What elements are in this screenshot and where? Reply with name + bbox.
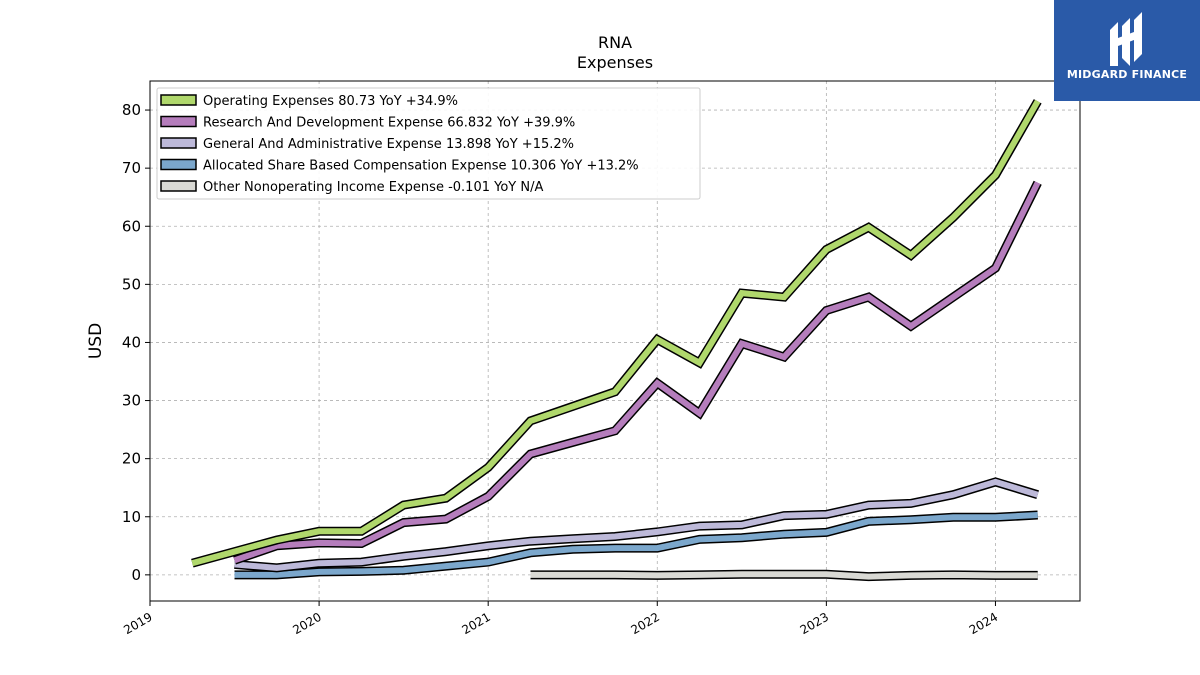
y-axis-label: USD (86, 323, 106, 359)
series-line (234, 478, 1039, 571)
series-4 (530, 569, 1038, 582)
y-tick-label: 0 (131, 566, 141, 584)
legend-item: Other Nonoperating Income Expense -0.101… (160, 180, 543, 195)
legend-swatch (160, 180, 197, 192)
legend-box (156, 87, 701, 200)
series-layer (191, 99, 1042, 582)
legend-label: Operating Expenses 80.73 YoY +34.9% (203, 94, 458, 109)
legend-swatch (160, 158, 197, 171)
x-tick-label: 2023 (798, 610, 831, 637)
y-tick-label: 70 (122, 159, 141, 177)
y-tick-label: 10 (122, 508, 141, 526)
legend-swatch (160, 137, 197, 149)
chart-title: RNA (598, 33, 632, 52)
series-0 (191, 99, 1042, 568)
series-1 (233, 180, 1042, 565)
y-tick-label: 50 (122, 275, 141, 293)
series-line (191, 99, 1041, 567)
series-line (234, 512, 1038, 578)
legend-item: Operating Expenses 80.73 YoY +34.9% (160, 94, 458, 109)
y-tick-label: 60 (122, 217, 141, 235)
legend-label: Allocated Share Based Compensation Expen… (203, 159, 639, 174)
x-axis: 2019 2020 2021 2022 2023 2024 (121, 601, 1000, 637)
plot-frame (149, 80, 1081, 602)
x-tick-label: 2022 (629, 610, 662, 637)
legend-label: Research And Development Expense 66.832 … (203, 116, 575, 131)
logo-text: MIDGARD FINANCE (1066, 68, 1188, 81)
legend: Operating Expenses 80.73 YoY +34.9% Resea… (156, 87, 701, 200)
y-tick-label: 80 (122, 101, 141, 119)
series-2 (234, 477, 1040, 573)
x-tick-label: 2024 (967, 610, 1000, 637)
x-tick-label: 2020 (290, 610, 323, 637)
y-tick-label: 30 (122, 392, 141, 410)
legend-label: Other Nonoperating Income Expense -0.101… (203, 180, 543, 195)
legend-label: General And Administrative Expense 13.89… (203, 137, 574, 152)
series-line (530, 571, 1038, 580)
legend-item: General And Administrative Expense 13.89… (160, 137, 574, 152)
series-3 (234, 510, 1038, 580)
legend-item: Research And Development Expense 66.832 … (160, 115, 575, 131)
y-tick-label: 20 (122, 450, 141, 468)
chart-subtitle: Expenses (577, 53, 653, 72)
y-tick-label: 40 (122, 333, 141, 351)
x-tick-label: 2021 (459, 610, 492, 637)
legend-item: Allocated Share Based Compensation Expen… (160, 158, 639, 174)
x-tick-label: 2019 (121, 610, 154, 637)
legend-swatch (160, 115, 197, 128)
midgard-logo-icon (1110, 12, 1142, 66)
brand-logo: MIDGARD FINANCE (1054, 0, 1200, 101)
series-line (233, 181, 1041, 564)
series-line-outline (234, 477, 1040, 573)
y-axis: 0 10 20 30 40 50 60 70 80 (122, 101, 150, 584)
legend-swatch (160, 94, 197, 106)
